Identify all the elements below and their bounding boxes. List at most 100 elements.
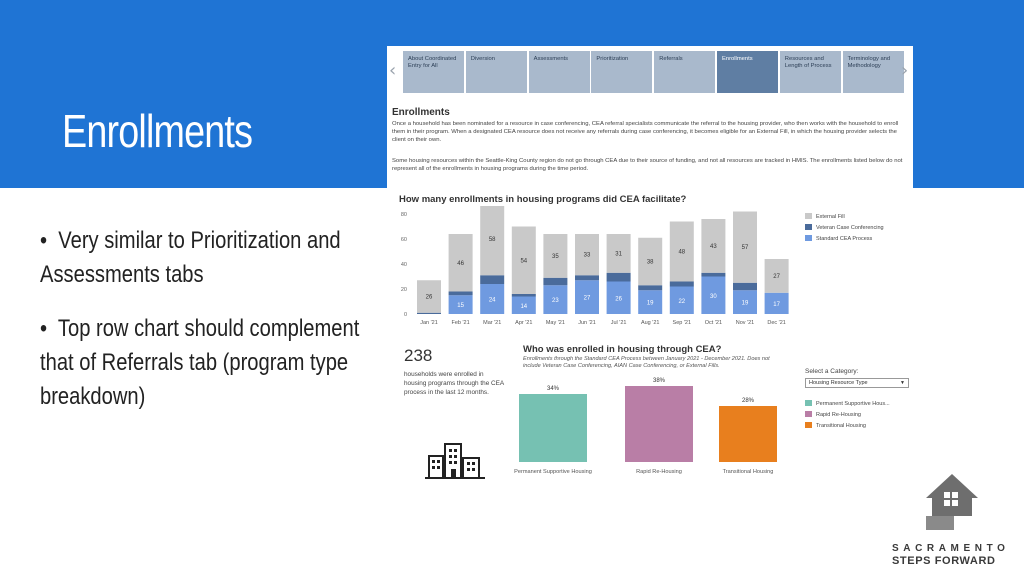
- description-paragraph-2: Some housing resources within the Seattl…: [392, 158, 903, 172]
- legend-item: External Fill: [805, 213, 845, 220]
- tab-diversion[interactable]: Diversion: [465, 51, 527, 93]
- data-label: 27: [773, 274, 780, 280]
- legend-label: Veteran Case Conferencing: [816, 225, 884, 231]
- bullet-1: • Very similar to Prioritization and Ass…: [40, 227, 341, 288]
- bar-segment: [480, 284, 505, 314]
- bar-segment: [701, 276, 726, 314]
- dashboard-heading: Enrollments: [392, 107, 450, 118]
- legend-label: Rapid Re-Housing: [816, 412, 861, 418]
- bar-segment: [543, 285, 568, 314]
- bar-segment: [701, 272, 726, 277]
- legend-swatch: [805, 411, 812, 417]
- tab-bar: ‹ About Coordinated Entry for All Diversi…: [387, 46, 913, 94]
- caret-down-icon: ▼: [900, 380, 905, 386]
- tab-terminology-and-methodology[interactable]: Terminology and Methodology: [842, 51, 904, 93]
- bar-segment: [733, 211, 757, 283]
- bar-segment: [575, 275, 599, 281]
- bar: [719, 406, 777, 462]
- data-label: 38%: [653, 378, 666, 384]
- tab-about-coordinated-entry-for-all[interactable]: About Coordinated Entry for All: [403, 51, 464, 93]
- data-label: 35: [552, 254, 559, 260]
- bar-segment: [733, 290, 757, 314]
- bar-segment: [543, 234, 568, 278]
- bar-segment: [764, 292, 789, 314]
- building-icon: [425, 443, 485, 479]
- x-tick-label: Rapid Re-Housing: [636, 469, 682, 475]
- bullet-1-text: Very similar to Prioritization and Asses…: [40, 227, 341, 288]
- data-label: 43: [710, 244, 717, 250]
- chevron-right-icon[interactable]: ›: [901, 60, 909, 81]
- bullet-2: • Top row chart should complement that o…: [40, 315, 360, 410]
- legend-item: Transitional Housing: [805, 422, 866, 429]
- category-select-value: Housing Resource Type: [809, 380, 868, 386]
- x-tick-label: Oct '21: [705, 320, 722, 326]
- data-label: 22: [678, 299, 685, 305]
- bar: [519, 394, 587, 462]
- data-label: 26: [615, 296, 622, 302]
- kpi-value: 238: [404, 346, 433, 365]
- enrolled-type-chart-title: Who was enrolled in housing through CEA?: [523, 344, 722, 355]
- data-label: 19: [647, 301, 654, 307]
- legend-item: Rapid Re-Housing: [805, 411, 861, 418]
- tab-assessments[interactable]: Assessments: [528, 51, 590, 93]
- legend-item: Veteran Case Conferencing: [805, 224, 884, 231]
- data-label: 31: [615, 251, 622, 257]
- x-tick-label: Jun '21: [578, 320, 596, 326]
- x-tick-label: Sep '21: [673, 320, 691, 326]
- x-tick-label: Jan '21: [420, 320, 438, 326]
- enrollments-chart-title: How many enrollments in housing programs…: [399, 194, 687, 205]
- bar-segment: [448, 291, 473, 296]
- bar-segment: [606, 272, 631, 282]
- enrolled-type-bar-chart: 34% Permanent Supportive Housing 38% Rapid …: [514, 378, 777, 475]
- x-tick-label: Dec '21: [767, 320, 785, 326]
- bar-segment: [543, 277, 568, 286]
- bar-segment: [701, 219, 726, 273]
- data-label: 54: [520, 258, 527, 264]
- data-label: 14: [520, 304, 527, 310]
- bar-segment: [511, 226, 536, 294]
- category-select-label: Select a Category:: [805, 368, 859, 375]
- bullet-2-text: Top row chart should complement that of …: [40, 315, 360, 410]
- tab-referrals[interactable]: Referrals: [654, 51, 716, 93]
- y-tick-label: 20: [401, 287, 407, 293]
- tab-resources-and-length-of-process[interactable]: Resources and Length of Process: [779, 51, 841, 93]
- tab-prioritization[interactable]: Prioritization: [591, 51, 653, 93]
- bar-segment: [417, 280, 441, 313]
- bar-segment: [448, 234, 473, 292]
- bar-segment: [417, 312, 441, 314]
- bar-segment: [606, 234, 631, 273]
- data-label: 28%: [742, 398, 755, 404]
- x-tick-label: May '21: [546, 320, 565, 326]
- legend-label: Standard CEA Process: [816, 236, 873, 242]
- x-tick-label: Permanent Supportive Housing: [514, 469, 592, 475]
- chevron-left-icon[interactable]: ‹: [389, 60, 397, 81]
- description-paragraph-1: Once a household has been nominated for …: [392, 121, 899, 143]
- legend-label: Transitional Housing: [816, 423, 866, 429]
- category-select[interactable]: Housing Resource Type ▼: [805, 378, 909, 388]
- bar-segment: [669, 221, 694, 282]
- data-label: 17: [773, 302, 780, 308]
- data-label: 34%: [547, 386, 560, 392]
- y-tick-label: 0: [404, 312, 407, 318]
- x-tick-label: Nov '21: [736, 320, 754, 326]
- bar-segment: [638, 290, 663, 314]
- bar-segment: [480, 275, 505, 284]
- house-logo-icon: [926, 474, 978, 530]
- bar-segment: [511, 294, 536, 297]
- legend-item: Standard CEA Process: [805, 235, 872, 242]
- legend-swatch: [805, 235, 812, 241]
- tab-enrollments[interactable]: Enrollments: [717, 51, 778, 93]
- bar-segment: [638, 285, 663, 291]
- y-tick-label: 40: [401, 262, 407, 268]
- bar-segment: [606, 281, 631, 314]
- enrolled-type-chart-subtitle: Enrollments through the Standard CEA Pro…: [523, 356, 770, 369]
- x-tick-label: Mar '21: [483, 320, 501, 326]
- x-tick-label: Aug '21: [641, 320, 659, 326]
- bar-segment: [764, 259, 789, 293]
- x-tick-label: Transitional Housing: [723, 469, 774, 475]
- data-label: 24: [489, 298, 496, 304]
- y-tick-label: 60: [401, 237, 407, 243]
- x-tick-label: Jul '21: [611, 320, 627, 326]
- logo-line-2: STEPS FORWARD: [892, 555, 996, 567]
- bar-segment: [638, 237, 663, 286]
